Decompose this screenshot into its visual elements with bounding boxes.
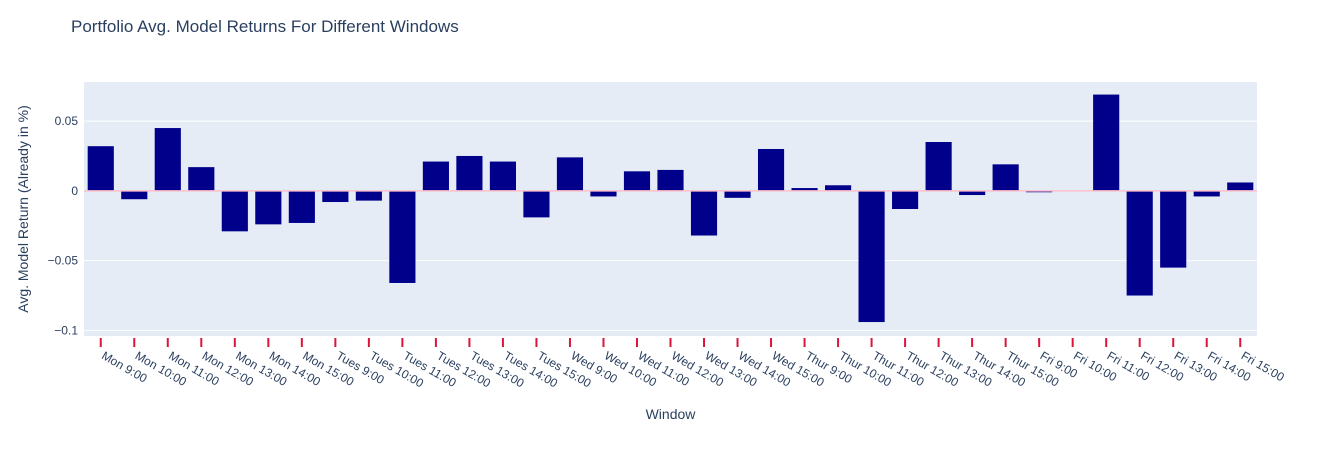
y-tick-label: 0: [71, 184, 78, 198]
y-tick-label: 0.05: [55, 114, 79, 128]
bars: [87, 94, 1254, 323]
gridlines: [84, 120, 1257, 331]
bar: [389, 190, 416, 283]
bar: [858, 190, 885, 323]
bar: [556, 157, 584, 191]
bar: [690, 190, 718, 236]
y-axis-title: Avg. Model Return (Already in %): [15, 105, 31, 313]
y-tick-label: −0.05: [48, 254, 79, 268]
bar: [489, 161, 516, 191]
bar: [992, 164, 1019, 191]
bar: [87, 146, 114, 191]
bar: [590, 190, 617, 197]
bar: [1126, 190, 1153, 296]
x-axis-title: Window: [646, 406, 697, 422]
bar: [623, 171, 651, 191]
bar: [1160, 190, 1187, 268]
y-axis-ticks: 0.05 0 −0.05 −0.1: [48, 114, 79, 337]
bar: [1193, 190, 1220, 197]
chart-title: Portfolio Avg. Model Returns For Differe…: [71, 17, 459, 36]
bar: [724, 190, 751, 198]
bar: [154, 128, 181, 191]
bar: [757, 148, 785, 191]
bar: [523, 190, 550, 218]
bar: [456, 155, 483, 191]
bar: [255, 190, 282, 225]
bar: [791, 188, 818, 191]
bar: [925, 142, 952, 191]
bar: [959, 190, 986, 196]
bar: [355, 190, 382, 201]
bar: [322, 190, 349, 203]
bar: [288, 190, 315, 223]
bar: [1093, 94, 1120, 191]
bar: [422, 161, 449, 191]
bar: [221, 190, 248, 232]
y-tick-label: −0.1: [54, 323, 78, 337]
bar: [657, 169, 684, 191]
bar: [188, 167, 215, 191]
bar: [892, 190, 919, 209]
bar: [121, 190, 148, 200]
bar: [825, 185, 852, 191]
bar: [1227, 182, 1254, 191]
